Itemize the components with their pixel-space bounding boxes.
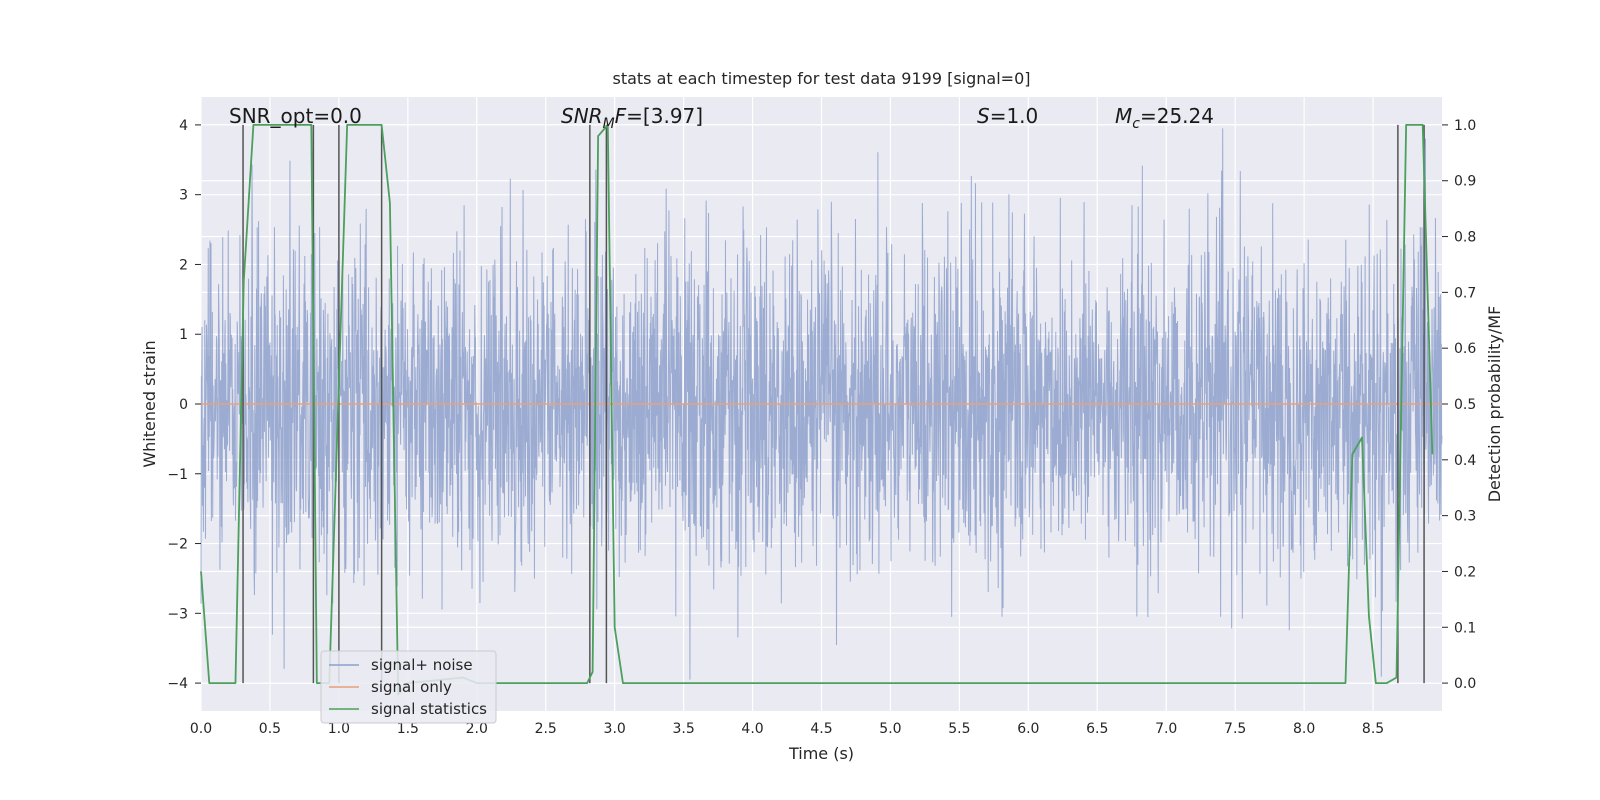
legend-label-signal-only: signal only: [371, 678, 452, 696]
y-tick-label: 0: [179, 397, 188, 413]
legend-box: [320, 650, 497, 724]
y-tick-label: 4: [179, 118, 188, 134]
x-tick-label: 4.0: [741, 721, 763, 737]
x-tick-label: 1.0: [328, 721, 350, 737]
y-right-tick-label: 0.7: [1454, 285, 1476, 301]
y-right-tick-label: 0.0: [1454, 676, 1476, 692]
x-tick-label: 8.0: [1293, 721, 1315, 737]
annotation-snr-mf-value: =[3.97]: [626, 104, 703, 128]
annotation-snr-mf-var: SNR: [561, 104, 603, 128]
x-tick-label: 0.0: [190, 721, 212, 737]
noise-trace: [200, 128, 1443, 680]
y-tick-label: 3: [179, 188, 188, 204]
y-tick-label: −1: [167, 467, 188, 483]
x-tick-label: 8.5: [1362, 721, 1384, 737]
annotation-mc-value: =25.24: [1140, 104, 1214, 128]
x-tick-label: 7.5: [1224, 721, 1246, 737]
legend: signal+ noise signal only signal statist…: [320, 650, 497, 724]
y-right-tick-label: 0.9: [1454, 174, 1476, 190]
annotation-mc-sub: c: [1132, 116, 1140, 132]
x-tick-label: 2.5: [535, 721, 557, 737]
annotation-s: S=1.0: [977, 104, 1038, 128]
x-tick-label: 6.0: [1017, 721, 1039, 737]
x-tick-label: 5.0: [879, 721, 901, 737]
x-tick-label: 1.5: [397, 721, 419, 737]
annotation-mc-var: M: [1115, 104, 1132, 128]
y-right-tick-label: 0.1: [1454, 620, 1476, 636]
y-tick-label: −3: [167, 606, 188, 622]
signal-statistics-line: [200, 124, 1434, 696]
y-right-tick-label: 0.2: [1454, 564, 1476, 580]
y-right-tick-label: 0.3: [1454, 509, 1476, 525]
legend-label-signal-statistics: signal statistics: [371, 700, 487, 718]
series-signal-noise: [200, 128, 1443, 680]
series-signal-statistics: [200, 124, 1434, 696]
y-right-tick-label: 0.4: [1454, 453, 1476, 469]
y-right-tick-label: 0.8: [1454, 230, 1476, 246]
y-right-tick-label: 1.0: [1454, 118, 1476, 134]
y-axis-label: Whitened strain: [140, 340, 159, 467]
x-tick-label: 5.5: [948, 721, 970, 737]
y-right-tick-label: 0.5: [1454, 397, 1476, 413]
y-tick-label: −2: [167, 537, 188, 553]
y-tick-label: 1: [179, 327, 188, 343]
x-tick-label: 0.5: [259, 721, 281, 737]
annotation-mc: Mc=25.24: [1115, 104, 1214, 132]
annotation-snr-mf-tail: F: [615, 104, 627, 128]
x-tick-label: 2.0: [466, 721, 488, 737]
axis-ticks: 0.0 0.5 1.0 1.5 2.0 2.5 3.0 3.5 4.0 4.5 5.0 5.5 6.0 6…: [167, 118, 1476, 737]
annotation-snr-mf-sub: M: [603, 116, 615, 132]
annotation-s-var: S: [977, 104, 990, 128]
x-tick-label: 6.5: [1086, 721, 1108, 737]
legend-label-signal-noise: signal+ noise: [371, 656, 473, 674]
annotation-s-value: =1.0: [990, 104, 1039, 128]
y-tick-label: −4: [167, 676, 188, 692]
y-tick-label: 2: [179, 257, 188, 273]
x-axis-label: Time (s): [788, 744, 854, 763]
x-tick-label: 3.5: [672, 721, 694, 737]
y-right-tick-label: 0.6: [1454, 341, 1476, 357]
x-tick-label: 7.0: [1155, 721, 1177, 737]
y-axis-right-label: Detection probability/MF: [1485, 306, 1504, 503]
annotation-snr-opt: SNR_opt=0.0: [229, 104, 362, 128]
annotation-snr-mf: SNRMF=[3.97]: [561, 104, 703, 132]
x-tick-label: 3.0: [604, 721, 626, 737]
x-tick-label: 4.5: [810, 721, 832, 737]
chart-title: stats at each timestep for test data 919…: [612, 69, 1030, 88]
